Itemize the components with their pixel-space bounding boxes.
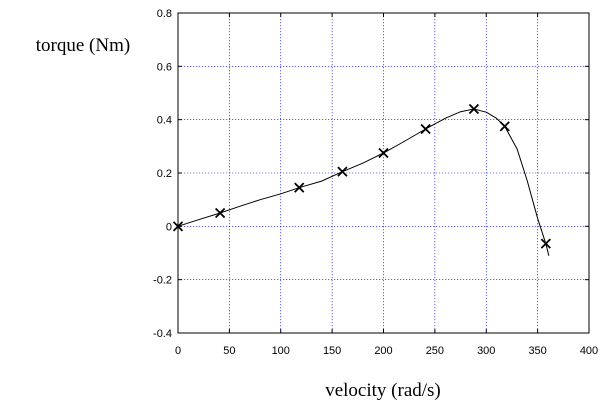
x-tick-label: 50 [223,345,235,357]
data-point-marker [172,221,184,232]
fitted-curve [177,108,550,256]
y-tick-label: 0 [166,221,172,233]
x-tick-labels: 0 50 100 150 200 250 300 350 400 [175,345,598,357]
y-axis-label: torque (Nm) [36,35,130,56]
y-tick-label: 0.4 [157,115,172,127]
y-tick-label: -0.2 [153,275,172,287]
axis-ticks [177,12,590,334]
x-tick-label: 250 [426,345,444,357]
y-tick-label: 0.2 [157,168,172,180]
x-tick-label: 0 [175,345,181,357]
series-layer [172,103,551,256]
x-tick-label: 200 [374,345,392,357]
y-tick-labels: -0.4 -0.2 0 0.2 0.4 0.6 0.8 [153,8,172,340]
y-tick-label: 0.8 [157,8,172,20]
x-axis-label: velocity (rad/s) [325,380,441,401]
marker-stroke [172,221,184,232]
x-tick-label: 400 [580,345,598,357]
x-tick-label: 300 [477,345,495,357]
x-tick-label: 150 [323,345,341,357]
y-tick-label: -0.4 [153,328,172,340]
y-tick-label: 0.6 [157,61,172,73]
grid-lines [178,13,589,333]
x-tick-label: 100 [272,345,290,357]
x-tick-label: 350 [528,345,546,357]
